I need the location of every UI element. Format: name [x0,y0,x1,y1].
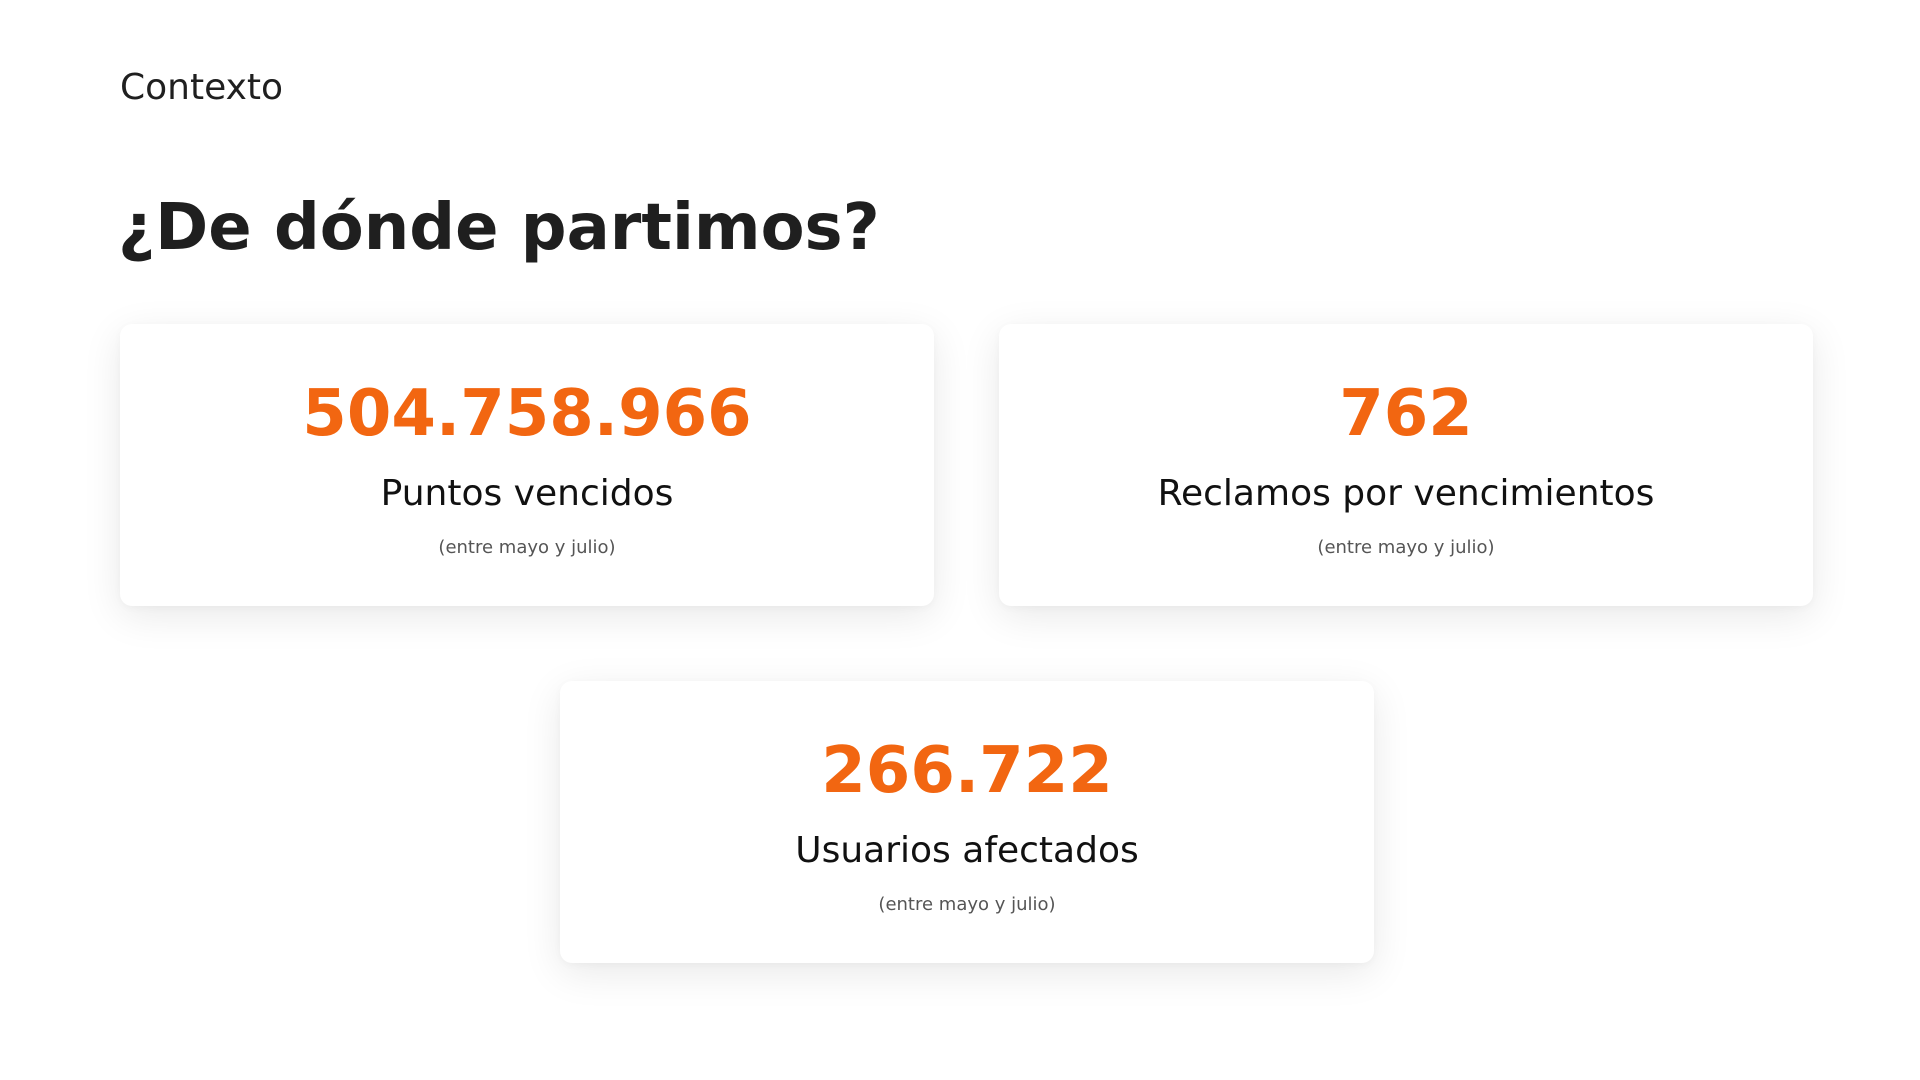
stat-note: (entre mayo y julio) [1317,537,1495,558]
stat-note: (entre mayo y julio) [438,537,616,558]
stat-card-expired-points: 504.758.966 Puntos vencidos (entre mayo … [120,324,934,606]
stat-card-affected-users: 266.722 Usuarios afectados (entre mayo y… [560,681,1374,963]
stat-note: (entre mayo y julio) [878,894,1056,915]
page-title: ¿De dónde partimos? [118,191,880,265]
stat-label: Reclamos por vencimientos [1157,473,1655,514]
stat-value: 504.758.966 [302,377,752,451]
stat-value: 762 [1339,377,1473,451]
stat-card-claims: 762 Reclamos por vencimientos (entre may… [999,324,1813,606]
stat-label: Puntos vencidos [380,473,674,514]
stat-value: 266.722 [821,734,1113,808]
section-label: Contexto [120,67,284,108]
stat-label: Usuarios afectados [795,830,1139,871]
